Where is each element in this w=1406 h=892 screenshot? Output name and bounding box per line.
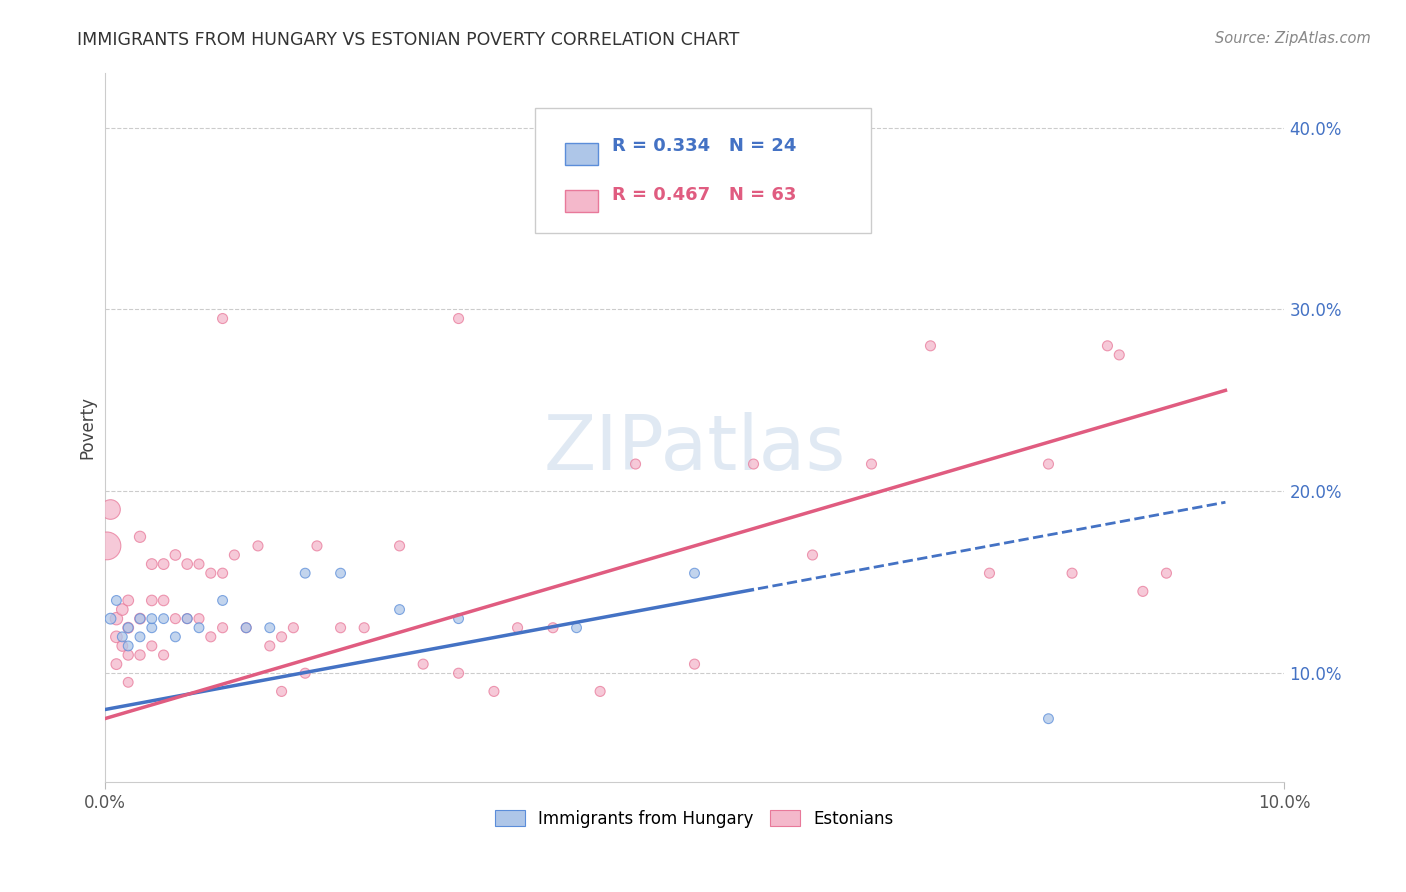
Point [541, 621, 564, 635]
Point [165, 548, 187, 562]
Point [283, 621, 305, 635]
Text: R = 0.334   N = 24: R = 0.334 N = 24 [612, 137, 796, 155]
Point [117, 675, 139, 690]
Point [388, 539, 411, 553]
Point [111, 639, 134, 653]
Point [188, 612, 211, 626]
Point [235, 621, 257, 635]
FancyBboxPatch shape [536, 109, 872, 233]
Point [294, 566, 316, 581]
Point [188, 557, 211, 571]
Point [447, 311, 470, 326]
Bar [565, 143, 598, 165]
Point [117, 639, 139, 653]
Point [211, 311, 233, 326]
Point [165, 630, 187, 644]
Point [259, 639, 281, 653]
Point [353, 621, 375, 635]
Point [141, 639, 163, 653]
Point [117, 621, 139, 635]
Point [211, 593, 233, 607]
Point [105, 630, 128, 644]
Point [801, 548, 824, 562]
Point [100, 612, 122, 626]
Point [294, 666, 316, 681]
Point [482, 684, 505, 698]
Point [129, 612, 152, 626]
Point [259, 621, 281, 635]
Point [211, 566, 233, 581]
Point [1097, 339, 1119, 353]
Point [200, 630, 222, 644]
Point [165, 612, 187, 626]
Point [176, 557, 198, 571]
Point [105, 612, 128, 626]
Point [979, 566, 1001, 581]
Point [742, 457, 765, 471]
Point [224, 548, 246, 562]
Point [270, 630, 292, 644]
Point [1060, 566, 1083, 581]
Text: IMMIGRANTS FROM HUNGARY VS ESTONIAN POVERTY CORRELATION CHART: IMMIGRANTS FROM HUNGARY VS ESTONIAN POVE… [77, 31, 740, 49]
Point [176, 612, 198, 626]
Point [117, 621, 139, 635]
Point [129, 530, 152, 544]
Point [412, 657, 434, 672]
Point [1108, 348, 1130, 362]
Point [683, 194, 706, 208]
Point [105, 593, 128, 607]
Point [141, 621, 163, 635]
Point [683, 566, 706, 581]
Point [129, 630, 152, 644]
Point [506, 621, 529, 635]
Point [152, 593, 174, 607]
Point [270, 684, 292, 698]
Point [141, 612, 163, 626]
Bar [565, 190, 598, 212]
Point [860, 457, 883, 471]
Point [211, 621, 233, 635]
Point [152, 557, 174, 571]
Point [117, 593, 139, 607]
Point [329, 621, 352, 635]
Point [329, 566, 352, 581]
Point [96, 539, 118, 553]
Point [129, 648, 152, 662]
Point [1132, 584, 1154, 599]
Point [1156, 566, 1178, 581]
Point [176, 612, 198, 626]
Point [111, 630, 134, 644]
Point [111, 602, 134, 616]
Point [683, 657, 706, 672]
Point [624, 457, 647, 471]
Point [1038, 712, 1060, 726]
Point [246, 539, 269, 553]
Point [447, 612, 470, 626]
Text: R = 0.467   N = 63: R = 0.467 N = 63 [612, 186, 796, 203]
Point [235, 621, 257, 635]
Text: Source: ZipAtlas.com: Source: ZipAtlas.com [1215, 31, 1371, 46]
Point [141, 593, 163, 607]
Point [200, 566, 222, 581]
Point [920, 339, 942, 353]
Y-axis label: Poverty: Poverty [79, 396, 96, 459]
Point [565, 621, 588, 635]
Point [1038, 457, 1060, 471]
Point [117, 648, 139, 662]
Point [388, 602, 411, 616]
Point [100, 502, 122, 516]
Legend: Immigrants from Hungary, Estonians: Immigrants from Hungary, Estonians [488, 803, 901, 834]
Point [305, 539, 328, 553]
Point [141, 557, 163, 571]
Point [447, 666, 470, 681]
Point [188, 621, 211, 635]
Point [152, 612, 174, 626]
Point [589, 684, 612, 698]
Point [105, 657, 128, 672]
Point [129, 612, 152, 626]
Point [152, 648, 174, 662]
Text: ZIPatlas: ZIPatlas [543, 412, 845, 486]
